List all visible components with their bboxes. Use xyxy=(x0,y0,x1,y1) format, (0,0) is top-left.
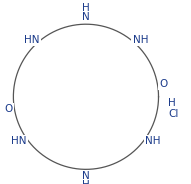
Text: O: O xyxy=(4,104,13,114)
Text: HN: HN xyxy=(11,137,27,146)
Text: NH: NH xyxy=(145,137,161,146)
Text: H
N: H N xyxy=(82,3,90,22)
Text: Cl: Cl xyxy=(168,109,178,119)
Text: H: H xyxy=(168,98,176,107)
Text: O: O xyxy=(159,79,168,89)
Text: NH: NH xyxy=(133,35,148,45)
Text: HN: HN xyxy=(24,35,39,45)
Text: N
H: N H xyxy=(82,171,90,184)
